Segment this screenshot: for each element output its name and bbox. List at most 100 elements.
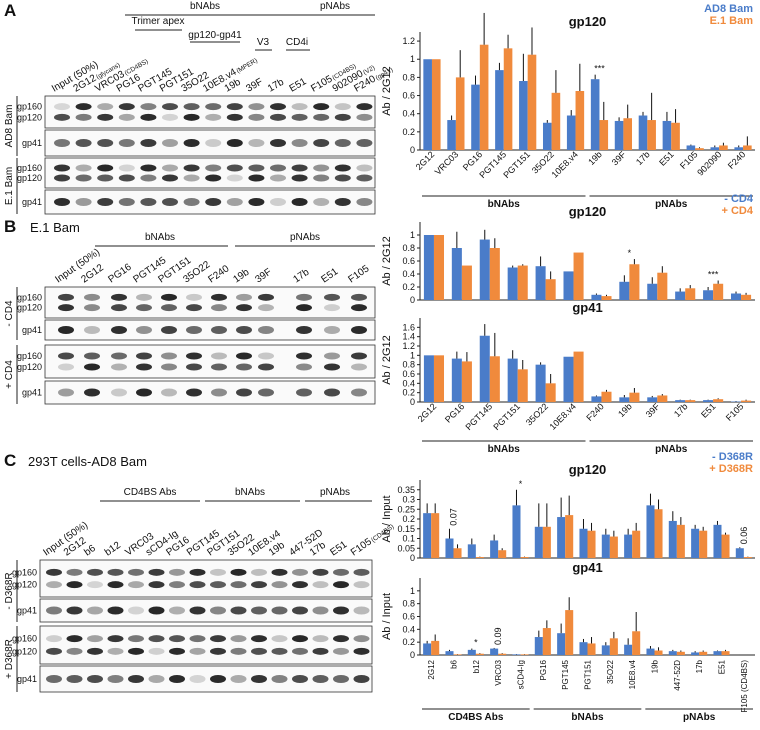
band <box>292 114 308 121</box>
band <box>46 635 62 642</box>
band <box>313 139 329 147</box>
band <box>169 581 185 588</box>
bar <box>632 631 640 655</box>
band <box>292 635 308 642</box>
band <box>210 607 226 615</box>
band <box>335 103 351 110</box>
bar <box>546 279 556 300</box>
lane-label: PG16 <box>106 262 134 286</box>
band-label: gp41 <box>22 388 42 398</box>
band <box>333 675 349 683</box>
band <box>184 198 200 206</box>
bar <box>423 513 431 558</box>
x-tick-label: 10E8.v4 <box>550 149 580 179</box>
band <box>128 607 144 615</box>
bar <box>454 654 462 655</box>
band <box>67 635 83 642</box>
y-tick-label: 0.6 <box>402 256 415 266</box>
bar <box>687 145 696 150</box>
bar <box>669 651 677 655</box>
y-tick-label: 0.8 <box>402 72 415 82</box>
blot-header: bNAbs <box>235 487 265 498</box>
bar <box>543 628 551 655</box>
annotation: * <box>474 638 478 648</box>
band <box>46 569 62 576</box>
band-label: gp160 <box>17 163 42 173</box>
annotation: 0.07 <box>449 508 459 526</box>
bar <box>563 271 573 300</box>
band <box>54 103 70 110</box>
y-tick-label: 0 <box>410 397 415 407</box>
bar <box>691 529 699 558</box>
band <box>111 353 127 360</box>
lane-label: E51 <box>319 266 340 285</box>
band-label: gp120 <box>17 362 42 372</box>
band <box>258 304 274 311</box>
bar <box>579 529 587 558</box>
band <box>162 165 178 172</box>
bar <box>703 290 713 300</box>
band <box>211 353 227 360</box>
band <box>136 364 152 371</box>
blot-strip <box>45 158 375 188</box>
band <box>205 198 221 206</box>
lane-label: E51 <box>328 539 349 558</box>
band <box>248 139 264 147</box>
x-tick-label: 17b <box>672 401 690 419</box>
band <box>210 675 226 683</box>
bar <box>518 369 528 402</box>
band-label: gp120 <box>12 580 37 590</box>
lane-label: 17b <box>291 267 311 286</box>
y-axis-label: Ab / Input <box>381 495 393 542</box>
band <box>119 114 135 121</box>
band <box>128 648 144 655</box>
bar <box>647 284 657 300</box>
band <box>87 635 103 642</box>
band <box>128 581 144 588</box>
band <box>313 175 329 182</box>
band <box>335 139 351 147</box>
x-tick-label: F105 (CD4BS) <box>740 660 749 713</box>
band <box>270 165 286 172</box>
band <box>324 389 340 397</box>
bar <box>536 266 546 300</box>
band <box>87 607 103 615</box>
y-tick-label: 0.05 <box>397 543 415 553</box>
band <box>140 139 156 147</box>
band-label: gp120 <box>17 112 42 122</box>
lane-label: 17b <box>266 77 286 95</box>
bar <box>546 383 556 402</box>
band <box>54 139 70 147</box>
band <box>128 569 144 576</box>
blot-strip <box>45 96 375 128</box>
blot-header: Trimer apex <box>132 16 185 27</box>
y-tick-label: 0.3 <box>402 495 415 505</box>
x-tick-label: F105 <box>678 149 700 171</box>
band <box>296 353 312 360</box>
y-tick-label: 0 <box>410 295 415 305</box>
x-tick-label: 35O22 <box>524 401 550 427</box>
blot-strip <box>45 345 375 378</box>
band-label: gp41 <box>22 138 42 148</box>
bar <box>498 550 506 558</box>
band <box>67 569 83 576</box>
band <box>119 175 135 182</box>
bar <box>647 397 657 402</box>
band <box>272 675 288 683</box>
band <box>251 648 267 655</box>
blot-header: bNAbs <box>190 1 220 12</box>
band <box>162 198 178 206</box>
lane-label: F105 <box>346 263 371 285</box>
band <box>54 114 70 121</box>
band-label: gp160 <box>17 102 42 112</box>
band <box>140 103 156 110</box>
annotation: * <box>519 479 523 489</box>
bar <box>588 531 596 558</box>
band <box>351 326 367 334</box>
bar <box>431 641 439 655</box>
band <box>97 175 113 182</box>
band <box>333 635 349 642</box>
band <box>111 364 127 371</box>
band <box>258 353 274 360</box>
